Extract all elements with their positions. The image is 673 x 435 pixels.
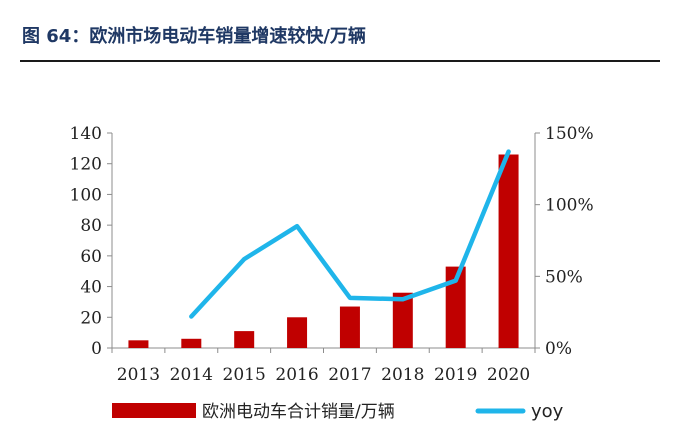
right-axis-tick-label: 100%	[545, 196, 594, 216]
x-axis-tick-label: 2020	[487, 365, 530, 385]
left-axis-tick-label: 120	[70, 155, 102, 175]
left-axis-tick-label: 0	[91, 339, 102, 359]
bar-2020	[498, 154, 519, 348]
left-axis-tick-label: 60	[80, 247, 102, 267]
bar-2017	[339, 306, 360, 348]
left-axis-tick-label: 20	[80, 308, 102, 328]
legend-label-yoy: yoy	[531, 401, 564, 422]
x-axis-tick-label: 2013	[117, 365, 160, 385]
title-divider	[20, 60, 660, 62]
chart-title: 图 64：欧洲市场电动车销量增速较快/万辆	[22, 26, 366, 47]
left-axis-tick-label: 140	[70, 124, 102, 144]
right-axis-tick-label: 50%	[545, 267, 583, 287]
x-axis-tick-label: 2017	[328, 365, 371, 385]
bar-2019	[445, 266, 466, 348]
bar-2015	[234, 331, 255, 348]
legend-label-bar: 欧洲电动车合计销量/万辆	[202, 402, 395, 422]
left-axis-tick-label: 100	[70, 185, 102, 205]
bar-2013	[128, 340, 149, 348]
x-axis-tick-label: 2015	[223, 365, 266, 385]
bar-2018	[392, 292, 413, 348]
bar-2016	[287, 317, 308, 348]
left-axis-tick-label: 40	[80, 278, 102, 298]
x-axis-tick-label: 2016	[275, 365, 318, 385]
bar-2014	[181, 338, 202, 348]
right-axis-tick-label: 150%	[545, 124, 594, 144]
legend-swatch-bar	[112, 403, 196, 418]
x-axis-tick-label: 2014	[170, 365, 213, 385]
x-axis-tick-label: 2018	[381, 365, 424, 385]
x-axis-tick-label: 2019	[434, 365, 477, 385]
right-axis-tick-label: 0%	[545, 339, 572, 359]
left-axis-tick-label: 80	[80, 216, 102, 236]
